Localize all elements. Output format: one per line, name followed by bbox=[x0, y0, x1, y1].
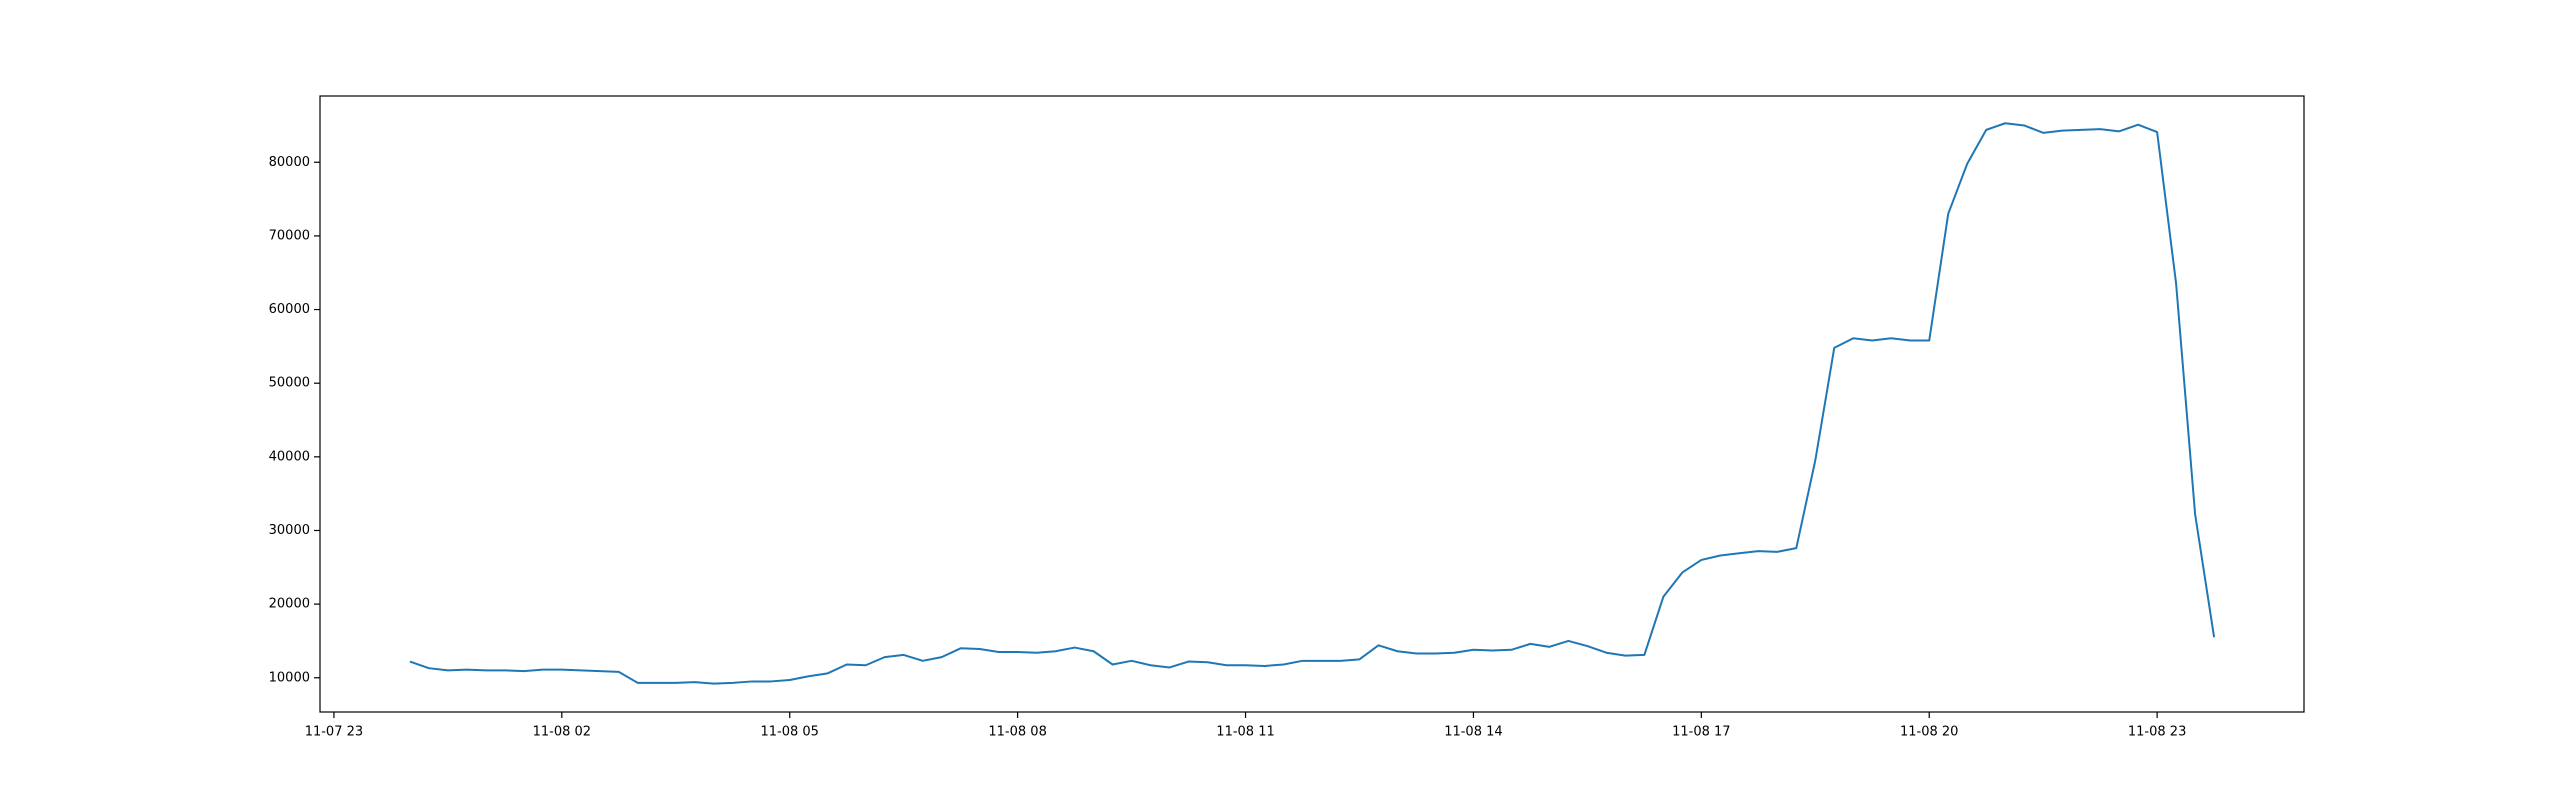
y-tick-label: 10000 bbox=[269, 670, 310, 685]
x-tick-label: 11-07 23 bbox=[305, 725, 363, 740]
y-tick-label: 80000 bbox=[269, 155, 310, 170]
y-tick-label: 60000 bbox=[269, 302, 310, 317]
x-tick-label: 11-08 23 bbox=[2128, 725, 2186, 740]
y-tick-label: 20000 bbox=[269, 597, 310, 612]
x-tick-label: 11-08 02 bbox=[533, 725, 591, 740]
x-tick-label: 11-08 05 bbox=[761, 725, 819, 740]
x-tick-label: 11-08 20 bbox=[1900, 725, 1958, 740]
y-tick-label: 70000 bbox=[269, 228, 310, 243]
y-tick-label: 50000 bbox=[269, 376, 310, 391]
y-tick-label: 30000 bbox=[269, 523, 310, 538]
x-tick-label: 11-08 08 bbox=[988, 725, 1046, 740]
x-tick-label: 11-08 14 bbox=[1444, 725, 1502, 740]
y-tick-label: 40000 bbox=[269, 449, 310, 464]
line bbox=[409, 122, 2216, 685]
x-tick-label: 11-08 17 bbox=[1672, 725, 1730, 740]
x-tick-label: 11-08 11 bbox=[1216, 725, 1274, 740]
plot-area bbox=[319, 95, 2305, 713]
